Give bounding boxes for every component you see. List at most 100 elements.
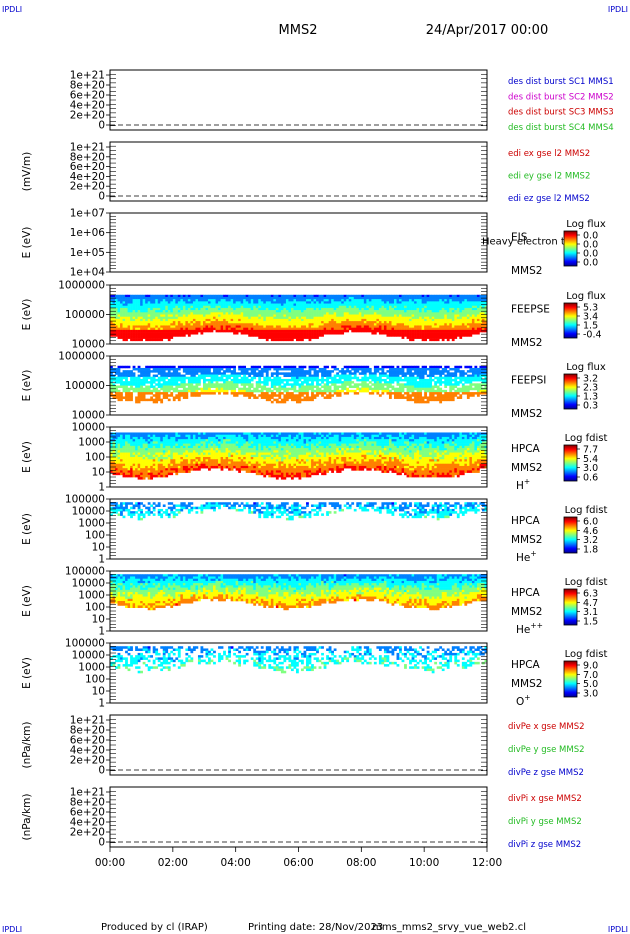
spectrogram-cell <box>386 321 390 324</box>
spectrogram-cell <box>426 381 430 384</box>
spectrogram-cell <box>238 367 241 371</box>
spectrogram-cell <box>459 299 463 302</box>
spectrogram-cell <box>112 325 116 328</box>
spectrogram-cell <box>157 316 161 320</box>
spectrogram-cell <box>273 301 277 304</box>
spectrogram-cell <box>366 299 370 302</box>
spectrogram-cell <box>220 318 224 322</box>
spectrogram-cell <box>386 387 390 391</box>
y-axis-label: (mV/m) <box>21 152 33 191</box>
spectrogram-cell <box>273 394 277 397</box>
spectrogram-cell <box>213 316 216 320</box>
spectrogram-cell <box>376 329 380 333</box>
spectrogram-cell <box>406 303 410 307</box>
spectrogram-cell <box>368 312 372 315</box>
spectrogram-cell <box>180 378 184 382</box>
spectrogram-cell <box>441 381 445 384</box>
spectrogram-cell <box>200 294 204 298</box>
spectrogram-cell <box>285 372 289 375</box>
spectrogram-cell <box>371 372 375 375</box>
spectrogram-cell <box>378 301 382 304</box>
spectrogram-cell <box>253 376 257 380</box>
spectrogram-cell <box>451 301 455 304</box>
spectrogram-cell <box>308 374 312 378</box>
spectrogram-cell <box>223 312 226 315</box>
spectrogram-cell <box>346 389 350 393</box>
spectrogram-cell <box>431 321 435 324</box>
spectrogram-cell <box>311 376 314 380</box>
spectrogram-cell <box>137 336 141 339</box>
spectrogram-cell <box>280 392 284 395</box>
spectrogram-cell <box>210 381 214 384</box>
spectrogram-cell <box>444 398 448 402</box>
spectrogram-cell <box>190 365 194 369</box>
spectrogram-cell <box>160 378 164 382</box>
spectrogram-cell <box>112 434 116 438</box>
spectrogram-cell <box>419 294 422 298</box>
spectrogram-cell <box>316 294 319 298</box>
spectrogram-cell <box>341 381 345 384</box>
spectrogram-cell <box>122 294 126 298</box>
spectrogram-cell <box>278 301 282 304</box>
spectrogram-cell <box>265 310 269 313</box>
spectrogram-cell <box>391 332 395 335</box>
spectrogram-cell <box>265 327 269 331</box>
spectrogram-cell <box>404 365 407 369</box>
spectrogram-cell <box>233 307 236 311</box>
spectrogram-cell <box>195 314 199 317</box>
spectrogram-cell <box>469 318 473 322</box>
spectrogram-cell <box>228 316 231 320</box>
spectrogram-cell <box>326 372 329 375</box>
spectrogram-cell <box>290 305 294 309</box>
spectrogram-cell <box>165 396 169 399</box>
spectrogram-cell <box>441 312 445 315</box>
spectrogram-cell <box>155 307 159 311</box>
spectrogram-cell <box>446 303 450 307</box>
spectrogram-cell <box>311 336 314 339</box>
spectrogram-cell <box>341 312 345 315</box>
spectrogram-cell <box>190 378 194 382</box>
spectrogram-cell <box>152 312 156 315</box>
spectrogram-cell <box>298 325 302 328</box>
spectrogram-cell <box>162 394 166 397</box>
spectrogram-cell <box>202 385 206 388</box>
spectrogram-cell <box>187 305 191 309</box>
spectrogram-cell <box>177 394 181 397</box>
spectrogram-cell <box>404 314 407 317</box>
spectrogram-cell <box>285 299 289 302</box>
spectrogram-cell <box>240 387 244 391</box>
spectrogram-cell <box>162 372 166 375</box>
spectrogram-cell <box>155 394 159 397</box>
spectrogram-cell <box>338 327 342 331</box>
spectrogram-cell <box>157 310 161 313</box>
spectrogram-cell <box>456 329 460 333</box>
spectrogram-cell <box>476 318 480 322</box>
spectrogram-cell <box>215 365 219 369</box>
spectrogram-cell <box>120 296 123 300</box>
spectrogram-cell <box>466 394 470 397</box>
colorbar-tick-label: 5.3 <box>583 303 598 314</box>
spectrogram-cell <box>351 294 355 298</box>
spectrogram-cell <box>366 385 370 388</box>
spectrogram-cell <box>185 389 189 393</box>
spectrogram-cell <box>130 294 133 298</box>
spectrogram-cell <box>456 307 460 311</box>
spectrogram-cell <box>263 296 267 300</box>
spectrogram-cell <box>225 381 229 384</box>
spectrogram-cell <box>152 307 156 311</box>
spectrogram-cell <box>243 325 247 328</box>
spectrogram-cell <box>366 294 370 298</box>
spectrogram-cell <box>140 389 143 393</box>
spectrogram-cell <box>155 336 159 339</box>
spectrogram-cell <box>301 381 304 384</box>
spectrogram-cell <box>223 383 226 386</box>
spectrogram-cell <box>243 310 247 313</box>
spectrogram-cell <box>248 303 252 307</box>
spectrogram-cell <box>112 312 116 315</box>
spectrogram-cell <box>298 365 302 369</box>
spectrogram-cell <box>388 312 392 315</box>
spectrogram-cell <box>192 314 196 317</box>
spectrogram-cell <box>326 305 329 309</box>
spectrogram-cell <box>469 387 473 391</box>
spectrogram-cell <box>295 394 299 397</box>
